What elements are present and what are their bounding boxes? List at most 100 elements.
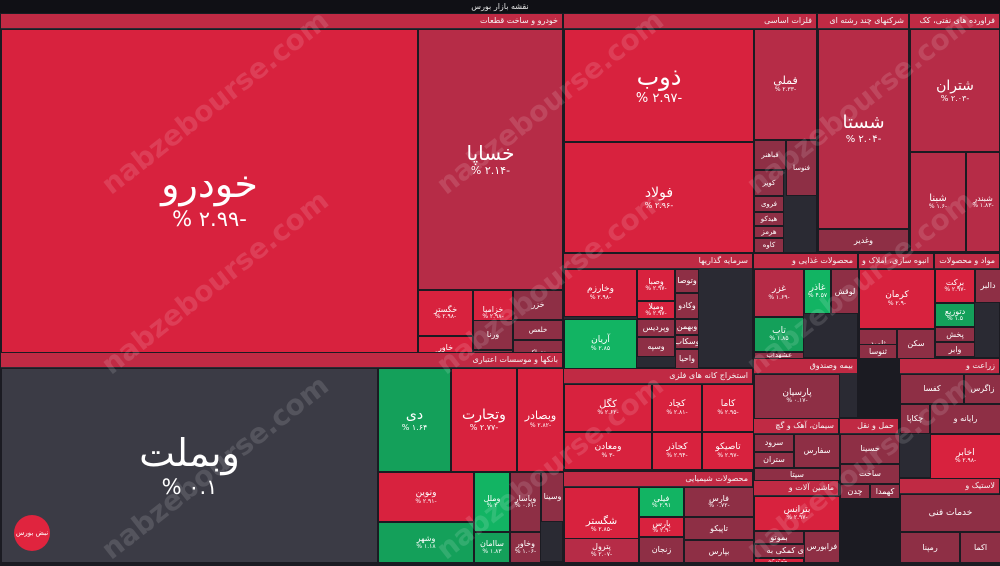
stock-tile[interactable]: بترانس -۲.۹۷ % [754,496,840,531]
stock-tile[interactable]: وتوس-۲.۹۴ % [754,558,804,563]
stock-tile[interactable]: کهمدا [870,484,900,499]
stock-change: -۲.۶۲ % [597,409,619,417]
stock-tile[interactable]: فیلی ۲.۹۱ % [639,487,684,517]
stock-tile[interactable]: فباهنر [754,140,786,170]
stock-tile[interactable]: تاپیکو [684,517,754,540]
stock-tile[interactable]: تاصیکو -۲.۹۷ % [702,432,754,470]
stock-tile[interactable]: وبملت ۰.۱ % [1,368,378,563]
stock-tile[interactable]: کاوه [754,238,784,253]
stock-tile[interactable]: فنوسا [786,140,817,196]
stock-tile[interactable]: اخابر -۲.۹۸ % [930,434,1000,479]
stock-tile[interactable]: فولاد -۲.۹۶ % [564,142,754,253]
stock-tile[interactable]: بموتو [754,531,804,544]
stock-tile[interactable]: واحیا [675,349,699,369]
stock-tile[interactable]: غاذر ۴.۵۷ % [804,269,831,314]
stock-symbol: برکت [945,277,965,287]
stock-symbol: اکما [973,542,988,552]
stock-tile[interactable]: شبندر -۱.۸۳ % [966,152,1000,252]
stock-tile[interactable]: کویر [754,170,784,196]
stock-tile[interactable]: سفارس [794,434,840,468]
stock-tile[interactable]: کگل -۲.۶۲ % [564,384,652,432]
stock-tile[interactable]: بپارس [684,540,754,563]
stock-tile[interactable]: فرابورس [804,531,840,563]
stock-symbol: وصبا [648,276,664,286]
stock-symbol: خلعص [528,325,548,334]
stock-tile[interactable]: زنجان [639,537,684,563]
stock-tile[interactable]: ورنا [473,320,513,350]
stock-tile[interactable]: ثنوسا [859,344,897,359]
stock-tile[interactable]: لوقش [831,269,859,314]
stock-tile[interactable]: خلعص [513,320,563,340]
stock-tile[interactable]: غزر -۱.۶۹ % [754,269,804,317]
stock-tile[interactable]: پارس -۲.۹ % [639,517,684,537]
sector-header: محصولات غذایی و [754,254,857,268]
stock-tile[interactable]: پارسیان -۰.۱۷ % [754,374,840,419]
stock-tile[interactable]: دی ۱.۶۴ % [378,368,451,472]
stock-tile[interactable]: دتوزیع ۱.۵ % [935,303,975,327]
stock-tile[interactable]: وخارزم -۲.۹۸ % [564,269,637,317]
stock-tile[interactable]: وغدیر [818,229,909,252]
stock-tile[interactable]: هیدکو [754,212,784,226]
stock-tile[interactable]: وسکاب [675,335,699,349]
stock-change: -۲.۹۹ % [172,206,247,231]
stock-change: ۴.۵۷ % [807,292,828,300]
stock-tile[interactable]: وملل ۳ % [474,472,510,532]
stock-tile[interactable]: چدن [840,484,870,499]
stock-symbol: وبملت [139,430,240,475]
stock-tile[interactable]: برکت -۲.۹۷ % [935,269,975,303]
stock-tile[interactable]: وسپه [637,337,675,357]
stock-tile[interactable]: هرمز [754,226,784,238]
stock-tile[interactable]: خدمات فنی [900,494,1000,532]
stock-tile[interactable]: آریان ۲.۸۵ % [564,319,637,369]
stock-tile[interactable]: تاب ۱.۸۵ % [754,317,804,352]
stock-tile[interactable]: دالبر [975,269,1000,303]
stock-change: ۳ % [486,502,498,510]
stock-tile[interactable]: وبصادر -۲.۸۲ % [517,368,564,472]
stock-tile[interactable]: وتجارت -۲.۷۷ % [451,368,517,472]
stock-tile[interactable]: پترول -۲.۰۷ % [564,538,639,563]
stock-tile[interactable]: شستا -۲.۰۴ % [818,29,909,229]
stock-tile[interactable]: خساپا -۲.۱۴ % [418,29,563,290]
stock-tile[interactable]: وکادو [675,293,699,319]
stock-tile[interactable]: شبنا -۱.۶ % [910,152,966,252]
stock-tile[interactable]: چکاپا [900,404,930,434]
stock-tile[interactable]: حسینا [840,434,900,464]
stock-tile[interactable]: کجاذر -۲.۹۴ % [652,432,702,470]
stock-tile[interactable]: ذوب -۲.۹۷ % [564,29,754,142]
stock-tile[interactable]: فملی -۲.۳۳ % [754,29,817,140]
stock-tile[interactable]: سرود [754,434,794,452]
stock-tile[interactable]: ساخت [840,464,900,484]
stock-tile[interactable]: وتوصا [675,269,699,293]
stock-symbol: کفسا [923,384,941,394]
stock-tile[interactable]: پخش [935,327,975,342]
stock-tile[interactable]: وپردیس [637,319,675,337]
stock-tile[interactable]: وابر [935,342,975,357]
stock-tile[interactable]: کرمان -۲.۹ % [859,269,935,329]
stock-tile[interactable]: زاگرس [964,374,1000,404]
stock-tile[interactable]: کچاد -۲.۸۱ % [652,384,702,432]
stock-tile[interactable]: کاما -۲.۹۵ % [702,384,754,432]
stock-tile[interactable]: خزر [513,290,563,320]
stock-tile[interactable]: اکما [960,532,1000,563]
stock-tile[interactable]: فارس -۰.۷۲ % [684,487,754,517]
stock-tile[interactable]: خودرو -۲.۹۹ % [1,29,418,365]
stock-tile[interactable]: وشهر ۱.۱۸ % [378,522,474,563]
stock-tile[interactable]: وسینا [541,472,564,522]
stock-tile[interactable]: ونوین -۲.۹۱ % [378,472,474,522]
stock-tile[interactable]: وبهمن [675,319,699,335]
stock-tile[interactable]: ساامان ۱.۸۳ % [474,532,510,563]
stock-tile[interactable]: وصبا -۲.۹۷ % [637,269,675,301]
stock-tile[interactable]: وپاسار -۰.۶۱ % [510,472,541,532]
stock-tile[interactable]: ومیلا -۲.۹۷ % [637,301,675,319]
stock-tile[interactable]: شتران -۲.۰۳ % [910,29,1000,152]
stock-tile[interactable]: ستران [754,452,794,468]
stock-tile[interactable]: وخاور -۱.۰۶ % [510,532,541,563]
stock-change: -۱.۶۹ % [768,293,790,301]
stock-tile[interactable]: سکن [897,329,935,359]
stock-tile[interactable]: رمپنا [900,532,960,563]
stock-tile[interactable]: رایانه و [930,404,1000,434]
stock-tile[interactable]: فروی [754,196,784,212]
stock-tile[interactable]: خگستر -۲.۹۸ % [418,290,473,336]
stock-tile[interactable]: ومعادن -۳ % [564,432,652,470]
stock-tile[interactable]: کفسا [900,374,964,404]
